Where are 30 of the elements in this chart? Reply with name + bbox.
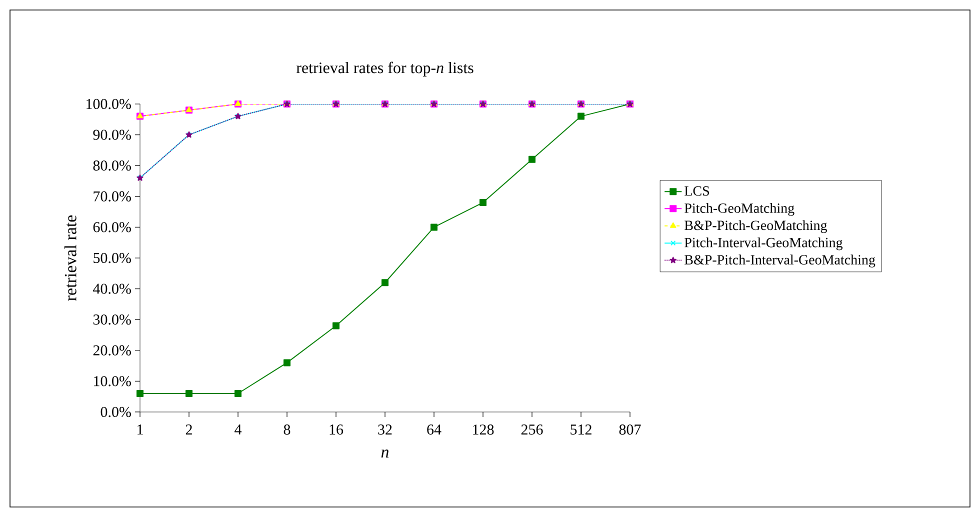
legend-label: B&P-Pitch-GeoMatching	[684, 220, 827, 233]
x-tick-label: 1	[138, 424, 143, 434]
chart-title: retrieval rates for top-n lists	[296, 62, 474, 76]
y-tick-label: 100.0%	[86, 98, 131, 110]
x-tick-label: 2	[186, 424, 192, 434]
y-tick-label: 80.0%	[93, 160, 131, 171]
legend-label: Pitch-Interval-GeoMatching	[684, 237, 843, 250]
x-tick-label: 8	[284, 424, 290, 435]
x-axis-title: n	[381, 450, 389, 458]
x-tick-label: 64	[427, 424, 442, 435]
y-axis-title: retrieval rate	[64, 215, 76, 301]
y-tick-label: 20.0%	[93, 345, 131, 356]
y-tick-label: 0.0%	[100, 406, 131, 418]
x-tick-label: 4	[234, 424, 242, 434]
y-tick-label: 70.0%	[94, 191, 131, 202]
x-tick-label: 128	[473, 424, 494, 435]
y-tick-label: 60.0%	[93, 222, 131, 232]
y-tick-label: 10.0%	[94, 376, 131, 386]
x-tick-label: 512	[570, 424, 592, 435]
x-tick-label: 32	[378, 424, 392, 435]
x-tick-label: 807	[619, 424, 641, 435]
y-tick-label: 40.0%	[93, 284, 131, 294]
x-tick-label: 256	[521, 424, 543, 435]
legend-label: B&P-Pitch-Interval-GeoMatching	[684, 254, 876, 268]
y-tick-label: 90.0%	[93, 130, 131, 140]
x-tick-label: 16	[330, 424, 344, 435]
legend-label: LCS	[684, 186, 709, 196]
y-tick-label: 30.0%	[93, 314, 131, 325]
legend-label: Pitch-GeoMatching	[684, 203, 794, 216]
y-tick-label: 50.0%	[94, 252, 131, 264]
